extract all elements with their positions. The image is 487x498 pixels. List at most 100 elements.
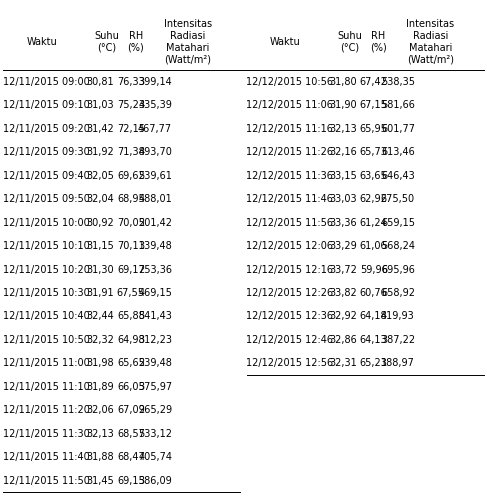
- Text: 12/11/2015 10:50: 12/11/2015 10:50: [3, 335, 90, 345]
- Text: 65,95: 65,95: [360, 124, 388, 134]
- Text: 467,77: 467,77: [138, 124, 172, 134]
- Text: 31,98: 31,98: [86, 359, 114, 369]
- Text: 32,06: 32,06: [86, 405, 114, 415]
- Text: 12/11/2015 09:40: 12/11/2015 09:40: [3, 171, 90, 181]
- Text: 646,43: 646,43: [381, 171, 415, 181]
- Text: 31,92: 31,92: [86, 147, 114, 157]
- Text: 75,23: 75,23: [117, 101, 145, 111]
- Text: 33,15: 33,15: [329, 171, 357, 181]
- Text: 658,92: 658,92: [381, 288, 415, 298]
- Text: 64,13: 64,13: [360, 335, 388, 345]
- Text: 70,11: 70,11: [117, 241, 145, 251]
- Text: 12/11/2015 10:20: 12/11/2015 10:20: [3, 264, 90, 274]
- Text: 533,12: 533,12: [138, 429, 172, 439]
- Text: 601,77: 601,77: [381, 124, 415, 134]
- Text: 12/11/2015 09:50: 12/11/2015 09:50: [3, 194, 90, 204]
- Text: 67,15: 67,15: [360, 101, 388, 111]
- Text: 30,92: 30,92: [86, 218, 114, 228]
- Text: 63,65: 63,65: [360, 171, 388, 181]
- Text: 32,04: 32,04: [86, 194, 114, 204]
- Text: 12/11/2015 09:00: 12/11/2015 09:00: [3, 77, 90, 87]
- Text: 32,44: 32,44: [86, 311, 114, 321]
- Text: 61,24: 61,24: [360, 218, 388, 228]
- Text: 12/11/2015 09:30: 12/11/2015 09:30: [3, 147, 90, 157]
- Text: 12/12/2015 12:26: 12/12/2015 12:26: [246, 288, 333, 298]
- Text: 32,31: 32,31: [329, 359, 357, 369]
- Text: Intensitas
Radiasi
Matahari
(Watt/m²): Intensitas Radiasi Matahari (Watt/m²): [406, 18, 454, 65]
- Text: 201,42: 201,42: [138, 218, 172, 228]
- Text: 66,05: 66,05: [117, 382, 145, 392]
- Text: 12/11/2015 11:50: 12/11/2015 11:50: [3, 476, 90, 486]
- Text: 375,97: 375,97: [138, 382, 172, 392]
- Text: 33,82: 33,82: [329, 288, 357, 298]
- Text: 188,97: 188,97: [381, 359, 415, 369]
- Text: Intensitas
Radiasi
Matahari
(Watt/m²): Intensitas Radiasi Matahari (Watt/m²): [164, 18, 212, 65]
- Text: 64,18: 64,18: [360, 311, 388, 321]
- Text: 12/11/2015 09:10: 12/11/2015 09:10: [3, 101, 90, 111]
- Text: 71,38: 71,38: [117, 147, 145, 157]
- Text: Waktu: Waktu: [269, 37, 300, 47]
- Text: 65,65: 65,65: [117, 359, 145, 369]
- Text: 12/12/2015 11:46: 12/12/2015 11:46: [246, 194, 333, 204]
- Text: 12/11/2015 11:20: 12/11/2015 11:20: [3, 405, 90, 415]
- Text: 33,36: 33,36: [329, 218, 357, 228]
- Text: 12/11/2015 11:30: 12/11/2015 11:30: [3, 429, 90, 439]
- Text: 12/12/2015 12:36: 12/12/2015 12:36: [246, 311, 333, 321]
- Text: 32,16: 32,16: [329, 147, 357, 157]
- Text: 12/12/2015 12:06: 12/12/2015 12:06: [246, 241, 333, 251]
- Text: 69,17: 69,17: [117, 264, 145, 274]
- Text: 12/12/2015 10:56: 12/12/2015 10:56: [246, 77, 333, 87]
- Text: 387,22: 387,22: [381, 335, 415, 345]
- Text: 31,30: 31,30: [86, 264, 114, 274]
- Text: 59,96: 59,96: [360, 264, 388, 274]
- Text: 12/12/2015 12:46: 12/12/2015 12:46: [246, 335, 333, 345]
- Text: 32,05: 32,05: [86, 171, 114, 181]
- Text: 12/11/2015 11:40: 12/11/2015 11:40: [3, 452, 90, 462]
- Text: Suhu
(°C): Suhu (°C): [337, 31, 362, 53]
- Text: 581,66: 581,66: [381, 101, 415, 111]
- Text: 12/12/2015 12:16: 12/12/2015 12:16: [246, 264, 333, 274]
- Text: 31,03: 31,03: [86, 101, 114, 111]
- Text: 12/11/2015 10:10: 12/11/2015 10:10: [3, 241, 90, 251]
- Text: 62,92: 62,92: [360, 194, 388, 204]
- Text: 65,73: 65,73: [360, 147, 388, 157]
- Text: 312,23: 312,23: [138, 335, 172, 345]
- Text: 239,48: 239,48: [138, 359, 172, 369]
- Text: 539,61: 539,61: [138, 171, 172, 181]
- Text: 399,14: 399,14: [138, 77, 172, 87]
- Text: RH
(%): RH (%): [370, 31, 387, 53]
- Text: 32,92: 32,92: [329, 311, 357, 321]
- Text: 12/11/2015 11:00: 12/11/2015 11:00: [3, 359, 90, 369]
- Text: 12/11/2015 10:00: 12/11/2015 10:00: [3, 218, 90, 228]
- Text: 12/12/2015 11:06: 12/12/2015 11:06: [246, 101, 333, 111]
- Text: 253,36: 253,36: [138, 264, 172, 274]
- Text: 33,29: 33,29: [329, 241, 357, 251]
- Text: 541,43: 541,43: [138, 311, 172, 321]
- Text: 31,91: 31,91: [86, 288, 114, 298]
- Text: 538,35: 538,35: [381, 77, 415, 87]
- Text: 67,55: 67,55: [117, 288, 145, 298]
- Text: 69,62: 69,62: [117, 171, 145, 181]
- Text: 31,90: 31,90: [329, 101, 357, 111]
- Text: Suhu
(°C): Suhu (°C): [94, 31, 119, 53]
- Text: 12/12/2015 11:36: 12/12/2015 11:36: [246, 171, 333, 181]
- Text: 64,98: 64,98: [117, 335, 145, 345]
- Text: 31,15: 31,15: [86, 241, 114, 251]
- Text: 386,09: 386,09: [138, 476, 172, 486]
- Text: 31,45: 31,45: [86, 476, 114, 486]
- Text: 695,96: 695,96: [381, 264, 415, 274]
- Text: 30,81: 30,81: [86, 77, 114, 87]
- Text: 488,01: 488,01: [138, 194, 172, 204]
- Text: 419,93: 419,93: [381, 311, 415, 321]
- Text: 568,24: 568,24: [381, 241, 415, 251]
- Text: 12/11/2015 11:10: 12/11/2015 11:10: [3, 382, 90, 392]
- Text: 31,89: 31,89: [86, 382, 114, 392]
- Text: 12/11/2015 10:30: 12/11/2015 10:30: [3, 288, 90, 298]
- Text: 72,15: 72,15: [117, 124, 145, 134]
- Text: 60,76: 60,76: [360, 288, 388, 298]
- Text: 339,48: 339,48: [138, 241, 172, 251]
- Text: 469,15: 469,15: [138, 288, 172, 298]
- Text: 32,32: 32,32: [86, 335, 114, 345]
- Text: 435,39: 435,39: [138, 101, 172, 111]
- Text: 32,13: 32,13: [86, 429, 114, 439]
